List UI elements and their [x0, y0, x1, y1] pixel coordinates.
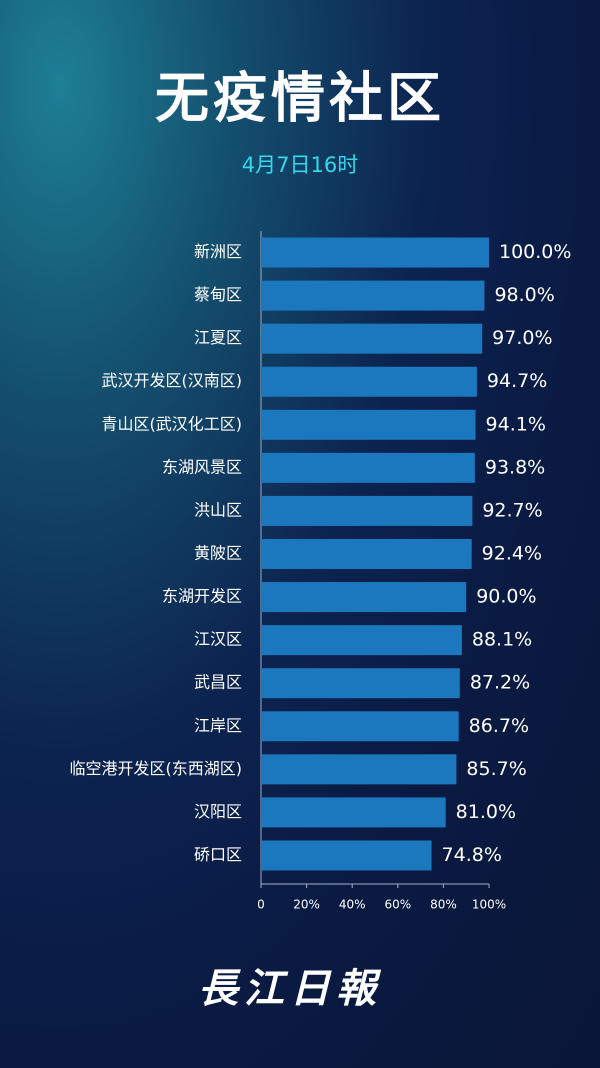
- value-label: 87.2%: [470, 672, 530, 694]
- bar: [261, 452, 475, 483]
- value-label: 92.7%: [482, 499, 542, 521]
- value-label: 90.0%: [476, 586, 536, 608]
- category-label: 蔡甸区: [194, 285, 242, 304]
- chart-title: 无疫情社区: [155, 67, 445, 130]
- value-label: 88.1%: [472, 629, 532, 651]
- bar: [261, 366, 477, 397]
- category-label: 黄陂区: [194, 544, 242, 563]
- bar: [261, 711, 459, 742]
- x-tick-label: 40%: [339, 898, 366, 912]
- bar: [261, 754, 457, 785]
- value-label: 93.8%: [485, 456, 545, 478]
- bar: [261, 280, 485, 311]
- value-label: 97.0%: [492, 327, 552, 349]
- bar: [261, 237, 489, 268]
- category-label: 江汉区: [194, 630, 242, 649]
- bar: [261, 797, 446, 828]
- bar: [261, 539, 472, 569]
- category-label: 洪山区: [194, 500, 242, 519]
- x-tick-label: 20%: [293, 898, 320, 912]
- category-label: 江夏区: [194, 328, 242, 347]
- category-label: 临空港开发区(东西湖区): [70, 759, 243, 778]
- category-label: 硚口区: [194, 845, 242, 864]
- bar: [261, 840, 432, 871]
- category-label: 武昌区: [194, 673, 242, 692]
- value-label: 74.8%: [442, 844, 502, 866]
- value-label: 92.4%: [482, 543, 542, 565]
- bar: [261, 323, 483, 354]
- chart-subtitle: 4月7日16时: [242, 153, 358, 177]
- x-tick-label: 80%: [430, 898, 457, 912]
- category-label: 汉阳区: [194, 802, 242, 821]
- category-label: 东湖风景区: [162, 457, 242, 476]
- source-logo: 長江日報: [198, 965, 382, 1012]
- x-tick-label: 0: [257, 898, 265, 912]
- category-label: 江岸区: [194, 716, 242, 735]
- value-label: 100.0%: [499, 241, 571, 263]
- value-label: 98.0%: [494, 284, 554, 306]
- bar: [261, 668, 460, 699]
- value-label: 85.7%: [466, 758, 526, 780]
- bar: [261, 495, 473, 526]
- value-label: 94.7%: [487, 370, 547, 392]
- value-label: 81.0%: [456, 801, 516, 823]
- category-label: 新洲区: [194, 242, 242, 261]
- bar: [261, 582, 467, 613]
- value-label: 94.1%: [486, 413, 546, 435]
- category-label: 青山区(武汉化工区): [102, 414, 243, 433]
- category-label: 东湖开发区: [162, 587, 242, 606]
- x-tick-label: 60%: [384, 898, 411, 912]
- category-label: 武汉开发区(汉南区): [102, 371, 243, 390]
- bar: [261, 625, 462, 656]
- value-label: 86.7%: [469, 715, 529, 737]
- x-tick-label: 100%: [472, 898, 506, 912]
- bar: [261, 409, 476, 440]
